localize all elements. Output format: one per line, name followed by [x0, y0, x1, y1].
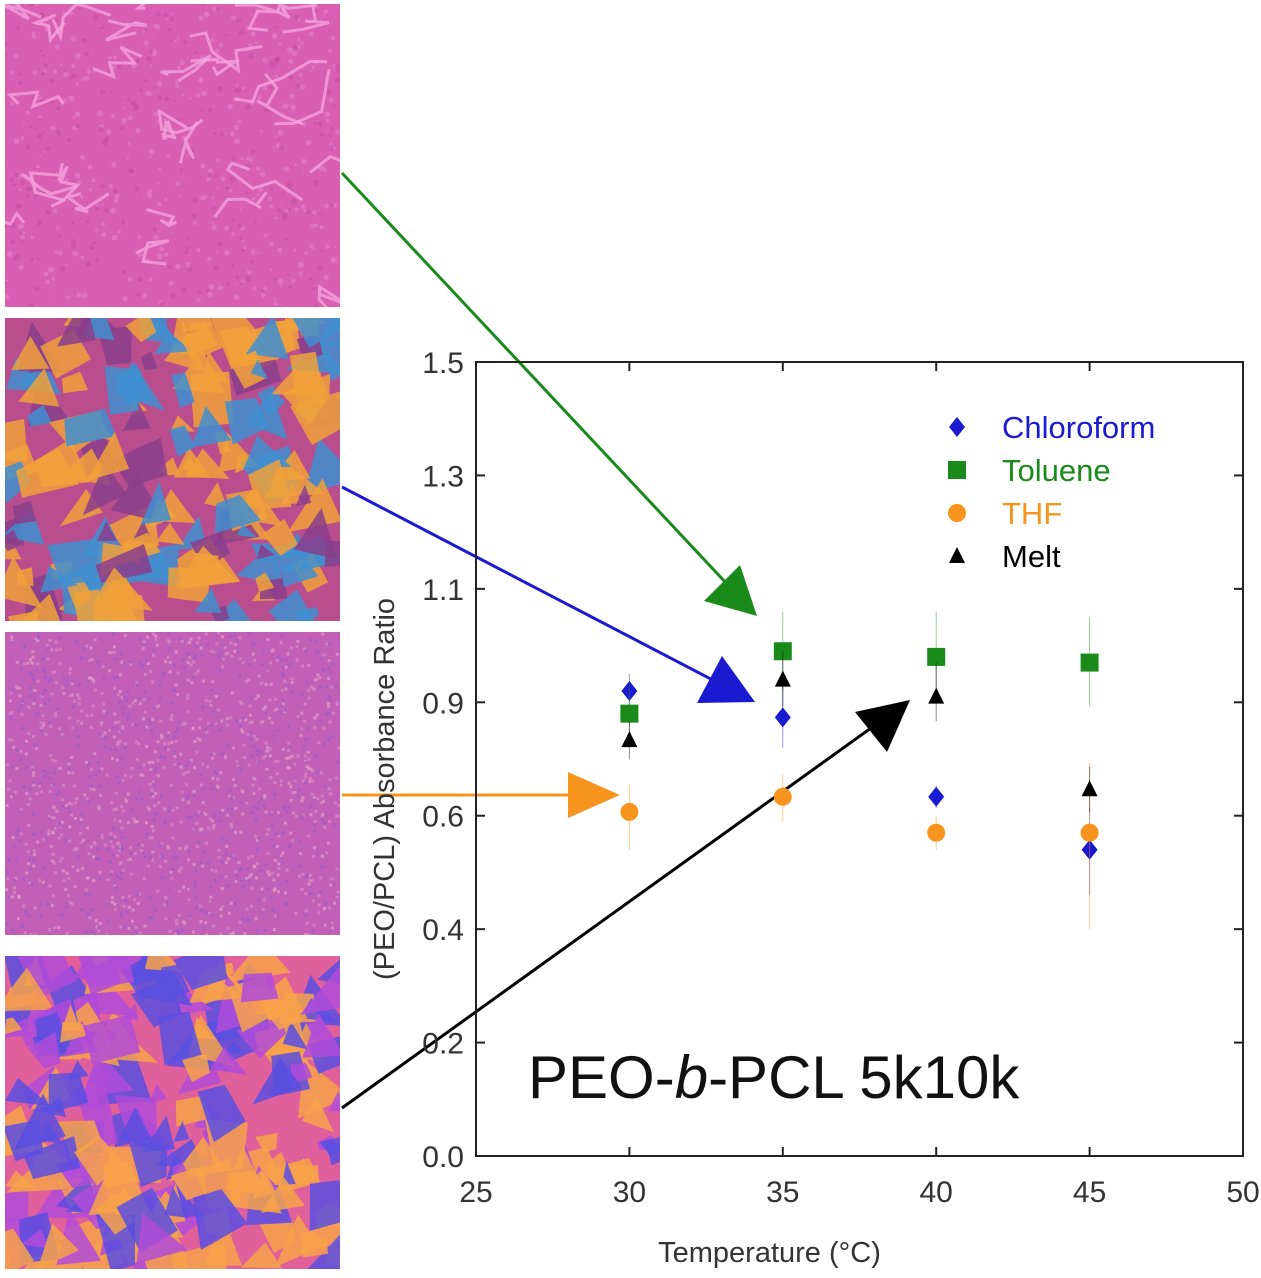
arrow-melt-head	[855, 700, 910, 752]
point-melt	[928, 687, 945, 704]
series-toluene	[620, 611, 1099, 737]
x-tick-label: 30	[613, 1176, 646, 1209]
arrow-melt-line	[341, 715, 889, 1110]
y-tick-label: 0.6	[422, 801, 464, 834]
point-melt	[774, 670, 791, 687]
micrograph-chloroform	[5, 318, 340, 621]
point-melt	[1081, 780, 1098, 797]
legend-marker-toluene	[948, 461, 966, 479]
arrow-toluene	[340, 171, 757, 616]
point-melt	[621, 731, 638, 748]
point-toluene	[773, 642, 792, 661]
x-tick-label: 25	[459, 1176, 492, 1209]
x-tick-label: 45	[1073, 1176, 1106, 1209]
series-chloroform	[621, 673, 1098, 896]
legend: Chloroform Toluene THF Melt	[948, 410, 1155, 574]
point-thf	[1080, 823, 1099, 842]
plot-area: 25 30 35 40 45 50 0.0 0.2 0.4 0.6 0.9 1.1 1.3 1.5 Temp…	[369, 347, 1260, 1269]
y-tick-label: 0.0	[422, 1141, 464, 1174]
y-tick-label: 0.2	[422, 1028, 464, 1061]
arrow-thf-head	[568, 772, 620, 818]
arrow-chloroform	[341, 485, 755, 703]
series-melt	[621, 651, 1098, 812]
micrograph-toluene	[5, 4, 340, 307]
legend-label-chloroform: Chloroform	[1002, 410, 1155, 445]
arrows-layer	[340, 171, 910, 1110]
micrograph-melt	[5, 956, 340, 1269]
y-tick-label: 0.9	[422, 687, 464, 720]
x-axis-label: Temperature (°C)	[658, 1237, 881, 1269]
arrow-toluene-head	[704, 565, 757, 616]
point-chloroform	[1081, 839, 1098, 860]
plot-frame	[475, 361, 1244, 1157]
arrow-chloroform-line	[341, 485, 740, 695]
legend-label-melt: Melt	[1002, 539, 1061, 574]
legend-label-thf: THF	[1002, 496, 1062, 531]
y-tick-label: 0.4	[422, 914, 464, 947]
point-toluene	[620, 704, 639, 723]
point-thf	[620, 802, 639, 821]
point-thf	[927, 823, 946, 842]
y-tick-label: 1.3	[422, 460, 464, 493]
legend-marker-thf	[948, 504, 966, 522]
point-chloroform	[928, 786, 945, 807]
point-chloroform	[621, 680, 638, 701]
point-thf	[773, 787, 792, 806]
x-tick-label: 35	[766, 1176, 799, 1209]
legend-label-toluene: Toluene	[1002, 453, 1111, 488]
legend-marker-chloroform	[949, 417, 965, 437]
arrow-melt	[341, 700, 910, 1110]
x-tick-label: 50	[1226, 1176, 1259, 1209]
legend-marker-melt	[949, 547, 965, 563]
point-chloroform	[774, 707, 791, 728]
series-thf	[620, 762, 1099, 930]
y-axis-label: (PEO/PCL) Absorbance Ratio	[369, 598, 401, 980]
y-tick-label: 1.1	[422, 574, 464, 607]
x-tick-label: 40	[920, 1176, 953, 1209]
chart-title: PEO-b-PCL 5k10k	[528, 1044, 1020, 1111]
y-tick-label: 1.5	[422, 347, 464, 380]
arrow-chloroform-head	[697, 656, 755, 703]
point-toluene	[927, 647, 946, 666]
arrow-toluene-line	[340, 171, 742, 600]
micrograph-thf	[5, 632, 340, 935]
point-toluene	[1080, 653, 1099, 672]
